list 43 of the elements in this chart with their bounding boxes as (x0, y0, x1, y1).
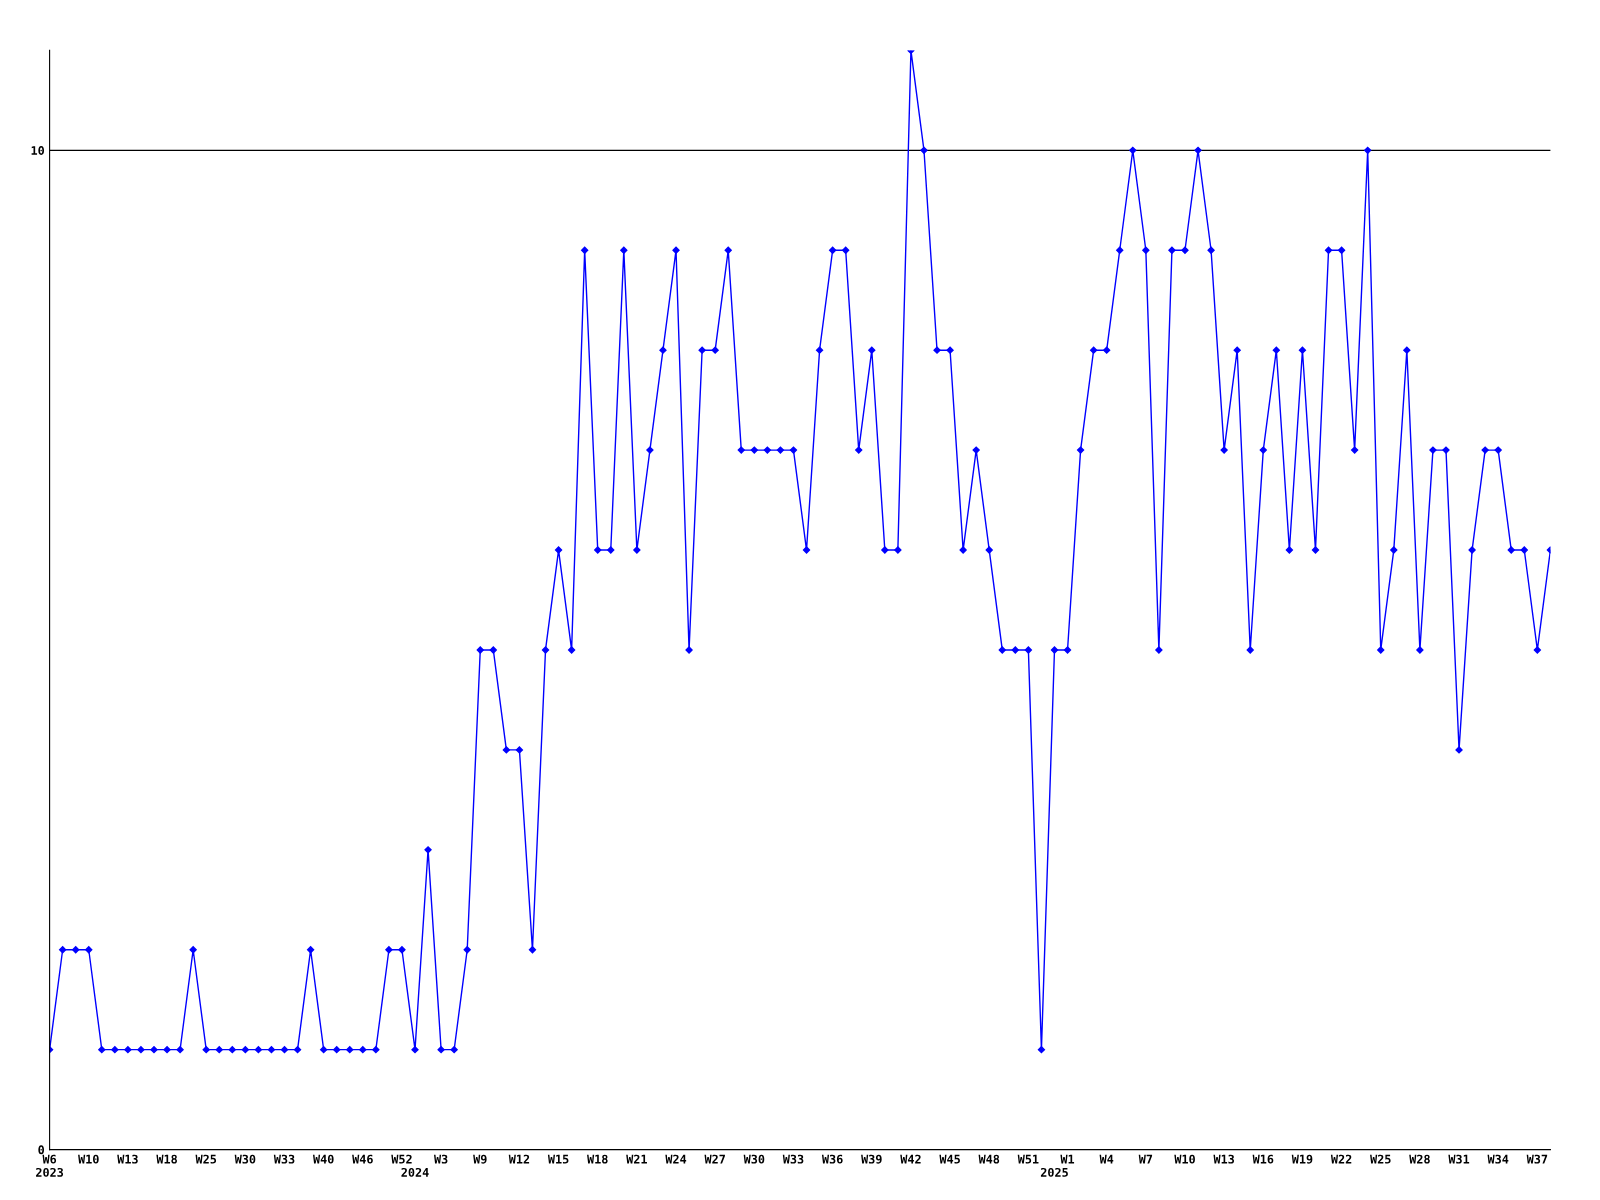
x-tick-label: W37 (1526, 1154, 1548, 1164)
x-tick-label: W33 (782, 1154, 804, 1164)
x-tick-label: W27 (704, 1154, 725, 1164)
x-tick-label: W4 (1099, 1154, 1114, 1164)
x-tick-label: W13 (117, 1154, 138, 1164)
x-tick-label: W45 (939, 1154, 960, 1164)
x-tick-label: W19 (1291, 1154, 1313, 1164)
x-tick-label: W52 (391, 1154, 412, 1164)
x-tick-label: W6 2023 (36, 1154, 64, 1177)
x-tick-label: W3 (434, 1154, 448, 1164)
x-tick-label: W33 (273, 1154, 295, 1164)
x-tick-label: W30 (234, 1154, 256, 1164)
x-tick-label: W36 (821, 1154, 843, 1164)
x-tick-label: W12 (508, 1154, 530, 1164)
x-tick-label: 2024 (401, 1167, 429, 1177)
x-tick-label: W40 (313, 1154, 334, 1164)
x-tick-label: W13 (1213, 1154, 1235, 1164)
x-tick-label: W22 (1330, 1154, 1352, 1164)
x-tick-label: W10 (1174, 1154, 1195, 1164)
x-tick-label: W15 (547, 1154, 569, 1164)
x-tick-label: W25 (195, 1154, 217, 1164)
x-tick-label: W28 (1409, 1154, 1430, 1164)
x-tick-label: W24 (665, 1154, 687, 1164)
x-tick-label: W18 (587, 1154, 608, 1164)
x-tick-label: W7 (1138, 1154, 1153, 1164)
x-tick-label: W18 (156, 1154, 177, 1164)
x-tick-label: W46 (352, 1154, 373, 1164)
x-tick-label: W16 (1252, 1154, 1274, 1164)
y-tick-label: 0 (38, 1145, 45, 1155)
x-tick-label: W51 (1017, 1154, 1039, 1164)
x-tick-label: W21 (626, 1154, 647, 1164)
x-tick-label: W42 (900, 1154, 921, 1164)
x-tick-label: W10 (78, 1154, 99, 1164)
x-tick-label: W39 (861, 1154, 882, 1164)
y-tick-label: 10 (31, 146, 45, 155)
x-tick-label: 2025 (1040, 1167, 1068, 1177)
x-tick-label: W25 (1370, 1154, 1391, 1164)
x-tick-label: W1 (1060, 1154, 1075, 1164)
x-tick-label: W31 (1448, 1154, 1470, 1164)
x-tick-label: W34 (1487, 1154, 1509, 1164)
x-tick-label: W30 (743, 1154, 765, 1164)
x-tick-label: W9 (473, 1154, 487, 1164)
x-tick-label: W48 (978, 1154, 1000, 1164)
